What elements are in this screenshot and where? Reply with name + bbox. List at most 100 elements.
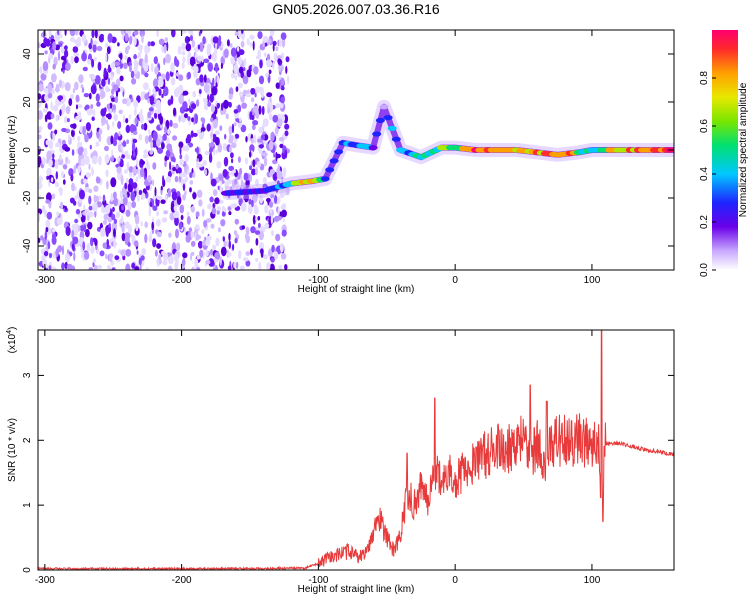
noise-speckle bbox=[40, 73, 47, 81]
noise-speckle bbox=[119, 52, 123, 61]
noise-speckle bbox=[108, 253, 113, 263]
noise-speckle bbox=[104, 145, 109, 152]
snr-y-multiplier: (x104) bbox=[6, 327, 18, 354]
noise-speckle bbox=[54, 129, 58, 135]
noise-speckle bbox=[220, 42, 224, 48]
noise-speckle bbox=[118, 131, 121, 137]
noise-speckle bbox=[134, 107, 137, 116]
noise-speckle bbox=[264, 222, 270, 230]
noise-speckle bbox=[212, 189, 218, 197]
noise-speckle bbox=[279, 189, 286, 198]
noise-speckle bbox=[142, 154, 149, 159]
noise-speckle bbox=[161, 217, 168, 223]
noise-speckle bbox=[57, 50, 61, 61]
noise-speckle bbox=[222, 143, 228, 152]
noise-speckle bbox=[204, 150, 210, 156]
noise-speckle bbox=[54, 159, 59, 170]
noise-speckle bbox=[106, 103, 111, 110]
noise-speckle bbox=[249, 165, 253, 171]
noise-speckle bbox=[199, 42, 204, 53]
noise-speckle bbox=[72, 123, 77, 129]
noise-speckle bbox=[93, 56, 97, 62]
noise-speckle bbox=[252, 105, 259, 115]
noise-speckle bbox=[83, 224, 87, 233]
noise-speckle bbox=[156, 195, 163, 200]
noise-speckle bbox=[187, 116, 191, 121]
noise-speckle bbox=[194, 258, 199, 268]
noise-speckle bbox=[203, 220, 208, 228]
noise-speckle bbox=[211, 86, 217, 96]
noise-speckle bbox=[133, 64, 138, 74]
noise-speckle bbox=[266, 262, 271, 270]
noise-speckle bbox=[149, 231, 152, 241]
noise-speckle bbox=[135, 146, 138, 157]
x-tick-label: 0 bbox=[452, 275, 458, 286]
noise-speckle bbox=[268, 99, 271, 105]
noise-speckle bbox=[155, 219, 161, 227]
noise-speckle bbox=[152, 87, 156, 94]
noise-speckle bbox=[179, 159, 185, 166]
noise-speckle bbox=[38, 93, 42, 100]
noise-speckle bbox=[184, 190, 187, 197]
noise-speckle bbox=[270, 131, 275, 142]
y-tick-label: 1 bbox=[22, 502, 33, 508]
noise-speckle bbox=[231, 123, 235, 134]
noise-speckle bbox=[110, 135, 114, 145]
noise-speckle bbox=[246, 69, 252, 78]
noise-speckle bbox=[272, 171, 278, 181]
noise-speckle bbox=[62, 179, 66, 185]
noise-speckle bbox=[275, 82, 280, 89]
noise-speckle bbox=[121, 154, 125, 159]
noise-speckle bbox=[220, 62, 223, 69]
noise-speckle bbox=[284, 130, 289, 137]
noise-speckle bbox=[125, 124, 131, 134]
noise-speckle bbox=[197, 44, 200, 50]
noise-speckle bbox=[158, 88, 162, 96]
noise-speckle bbox=[278, 137, 285, 142]
noise-speckle bbox=[136, 158, 139, 168]
noise-speckle bbox=[128, 166, 134, 173]
noise-speckle bbox=[167, 99, 172, 106]
noise-speckle bbox=[52, 41, 57, 51]
noise-speckle bbox=[188, 98, 191, 104]
noise-speckle bbox=[260, 248, 264, 259]
noise-speckle bbox=[174, 216, 179, 227]
noise-speckle bbox=[243, 192, 249, 203]
noise-speckle bbox=[258, 105, 262, 115]
noise-speckle bbox=[156, 243, 162, 249]
noise-speckle bbox=[228, 232, 231, 241]
noise-speckle bbox=[41, 255, 46, 261]
noise-speckle bbox=[173, 252, 179, 262]
noise-speckle bbox=[207, 62, 213, 72]
noise-speckle bbox=[262, 177, 267, 184]
noise-speckle bbox=[238, 66, 244, 74]
noise-speckle bbox=[161, 250, 166, 256]
noise-speckle bbox=[245, 93, 252, 98]
noise-speckle bbox=[252, 120, 259, 126]
noise-speckle bbox=[74, 218, 79, 224]
noise-speckle bbox=[268, 201, 274, 208]
noise-speckle bbox=[210, 105, 216, 113]
noise-speckle bbox=[171, 191, 178, 201]
noise-speckle bbox=[57, 245, 63, 253]
noise-speckle bbox=[166, 143, 173, 151]
noise-speckle bbox=[139, 30, 145, 38]
noise-speckle bbox=[164, 194, 168, 202]
noise-speckle bbox=[277, 206, 280, 216]
noise-speckle bbox=[138, 189, 143, 195]
noise-speckle bbox=[245, 251, 251, 256]
noise-speckle bbox=[140, 221, 143, 227]
noise-speckle bbox=[238, 250, 242, 260]
noise-speckle bbox=[107, 216, 113, 223]
noise-speckle bbox=[256, 161, 261, 168]
noise-speckle bbox=[163, 57, 166, 66]
noise-speckle bbox=[149, 202, 153, 207]
noise-speckle bbox=[128, 178, 134, 185]
noise-speckle bbox=[77, 165, 81, 174]
x-tick-label: -300 bbox=[35, 575, 55, 586]
noise-speckle bbox=[110, 192, 114, 202]
noise-speckle bbox=[243, 57, 247, 66]
noise-speckle bbox=[217, 227, 221, 233]
noise-speckle bbox=[82, 125, 86, 136]
noise-speckle bbox=[200, 30, 203, 34]
